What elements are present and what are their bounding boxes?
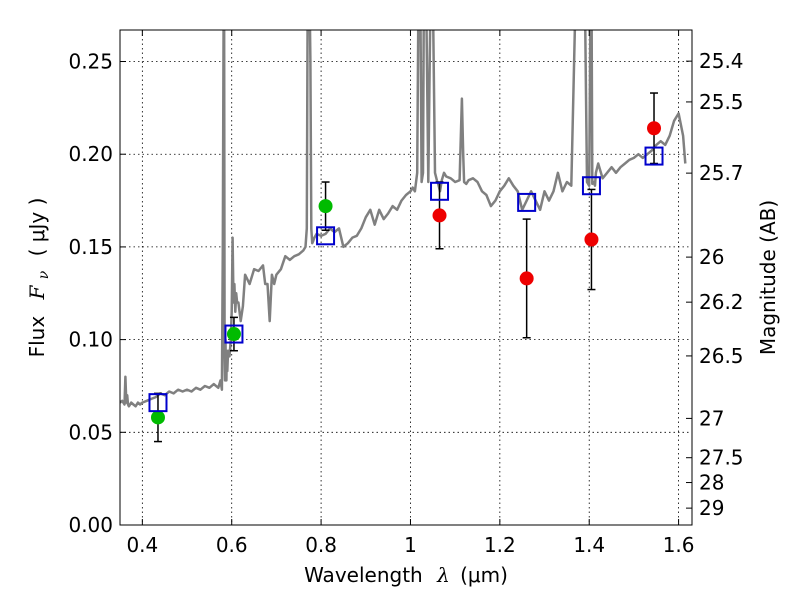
y2-tick-label: 29 bbox=[699, 496, 724, 520]
y-tick-label: 0.10 bbox=[68, 328, 113, 352]
x-tick-label: 1.4 bbox=[573, 533, 605, 557]
ticks: 0.4 0.6 0.8 1 1.2 1.4 1.6 0.00 0.05 0.10 0.15 0.20 0… bbox=[68, 30, 744, 557]
y2-tick-label: 27.5 bbox=[699, 446, 744, 470]
y2-tick-label: 28 bbox=[699, 471, 724, 495]
y2-tick-label: 26.5 bbox=[699, 344, 744, 368]
x-tick-label: 1.2 bbox=[484, 533, 516, 557]
y2-tick-label: 26 bbox=[699, 245, 724, 269]
model-box-marker bbox=[644, 146, 664, 166]
model-box-marker bbox=[316, 226, 336, 246]
y-axis-label-unit: ( μJy ) bbox=[25, 198, 49, 257]
green-data-point bbox=[150, 410, 165, 425]
red-data-point bbox=[647, 121, 662, 136]
x-tick-label: 1 bbox=[404, 533, 417, 557]
model-box-marker bbox=[581, 176, 601, 196]
x-tick-label: 0.6 bbox=[216, 533, 248, 557]
model-box-marker bbox=[517, 192, 537, 212]
y2-tick-label: 26.2 bbox=[699, 290, 744, 314]
red-data-point bbox=[432, 208, 447, 223]
y-axis-label-text: Flux bbox=[25, 316, 49, 358]
x-tick-label: 0.4 bbox=[126, 533, 158, 557]
plot-frame bbox=[119, 29, 693, 526]
y2-tick-label: 25.5 bbox=[699, 90, 744, 114]
red-data-point bbox=[519, 271, 534, 286]
model-box-marker bbox=[148, 393, 168, 413]
plot-area bbox=[120, 30, 687, 408]
green-data-point bbox=[226, 327, 241, 342]
green-data-point bbox=[318, 199, 333, 214]
y2-tick-label: 25.7 bbox=[699, 161, 744, 185]
x-axis-label-unit: (μm) bbox=[460, 563, 508, 587]
y2-tick-label: 27 bbox=[699, 406, 724, 430]
y-tick-label: 0.15 bbox=[68, 235, 113, 259]
y-tick-label: 0.00 bbox=[68, 513, 113, 537]
y-tick-label: 0.05 bbox=[68, 420, 113, 444]
markers bbox=[148, 121, 664, 425]
y-tick-label: 0.20 bbox=[68, 142, 113, 166]
x-axis-label-symbol: λ bbox=[436, 563, 450, 587]
y-axis-label-symbol: F bbox=[25, 284, 49, 300]
y-tick-label: 0.25 bbox=[68, 50, 113, 74]
x-tick-label: 0.8 bbox=[305, 533, 337, 557]
model-box-marker bbox=[224, 324, 244, 344]
model-box-marker bbox=[430, 181, 450, 201]
x-tick-label: 1.6 bbox=[663, 533, 695, 557]
y-axis-label-subscript: ν bbox=[36, 270, 52, 279]
x-axis-label-text: Wavelength bbox=[304, 563, 423, 587]
y-axis-label: Flux F ν ( μJy ) bbox=[25, 198, 53, 358]
y2-tick-label: 25.4 bbox=[699, 49, 744, 73]
spectrum-line bbox=[120, 30, 687, 408]
y2-axis-label: Magnitude (AB) bbox=[756, 200, 780, 355]
red-data-point bbox=[584, 232, 599, 247]
x-axis-label: Wavelength λ (μm) bbox=[304, 563, 508, 587]
